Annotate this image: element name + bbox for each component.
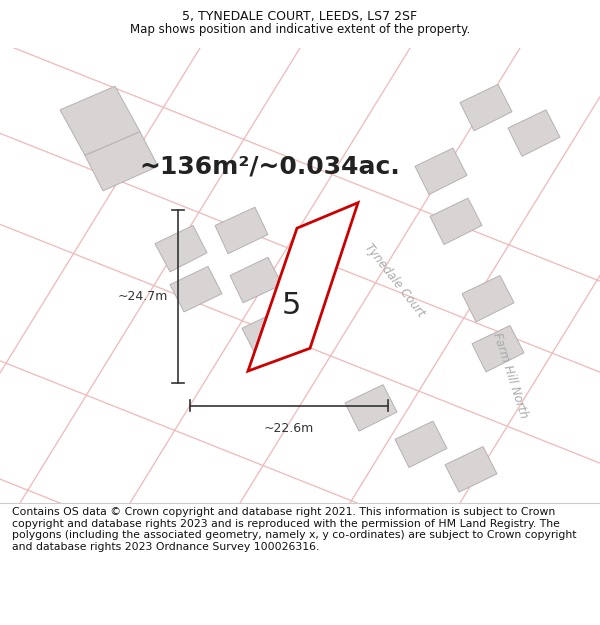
Polygon shape: [248, 202, 358, 371]
Text: ~136m²/~0.034ac.: ~136m²/~0.034ac.: [140, 154, 400, 178]
Polygon shape: [415, 148, 467, 194]
Text: Map shows position and indicative extent of the property.: Map shows position and indicative extent…: [130, 23, 470, 36]
Polygon shape: [60, 86, 140, 156]
Polygon shape: [462, 276, 514, 322]
Polygon shape: [230, 258, 282, 302]
Polygon shape: [430, 198, 482, 244]
Polygon shape: [445, 447, 497, 492]
Polygon shape: [345, 385, 397, 431]
Polygon shape: [472, 326, 524, 372]
Text: Contains OS data © Crown copyright and database right 2021. This information is : Contains OS data © Crown copyright and d…: [12, 508, 577, 552]
Text: ~22.6m: ~22.6m: [264, 422, 314, 435]
Text: ~24.7m: ~24.7m: [118, 290, 168, 303]
Polygon shape: [85, 132, 158, 191]
Polygon shape: [215, 208, 268, 254]
Polygon shape: [460, 84, 512, 131]
Text: 5: 5: [281, 291, 301, 320]
Text: 5, TYNEDALE COURT, LEEDS, LS7 2SF: 5, TYNEDALE COURT, LEEDS, LS7 2SF: [182, 9, 418, 22]
Polygon shape: [395, 421, 447, 468]
Polygon shape: [508, 110, 560, 156]
Polygon shape: [242, 310, 294, 356]
Polygon shape: [155, 226, 207, 272]
Text: Farm Hill North: Farm Hill North: [490, 331, 530, 420]
Text: Tynedale Court: Tynedale Court: [362, 241, 428, 319]
Polygon shape: [170, 266, 222, 312]
